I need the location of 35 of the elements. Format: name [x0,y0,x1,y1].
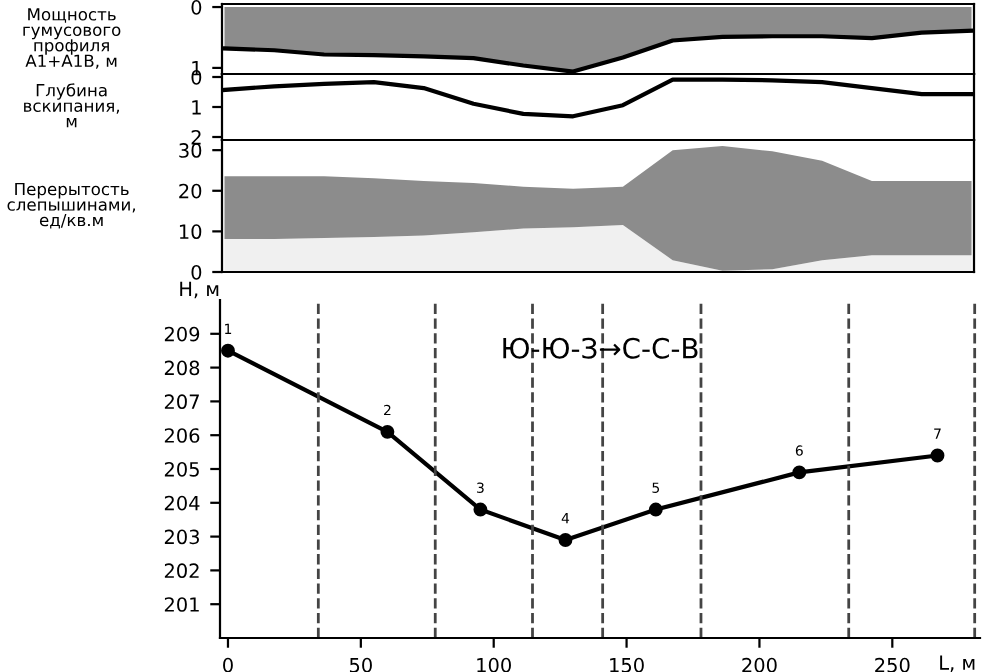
y-axis-title: Мощность гумусового профиля А1+А1В, м [23,8,121,69]
y-tick-label: 0 [191,0,202,15]
y-tick-label: 204 [164,495,200,511]
y-tick-label: 201 [164,597,199,612]
y-tick-label: 20 [179,183,202,199]
y-tick-label: 10 [179,224,202,240]
y-tick-label: 2 [191,129,201,145]
point [792,465,807,480]
y-tick-label: 1 [192,100,201,115]
y-tick-label: 207 [164,394,199,410]
y-tick-label: 0 [191,264,202,280]
y-tick-label: 202 [164,563,199,579]
point [558,533,573,547]
x-tick-label: 200 [742,657,777,672]
y-tick-label: 209 [164,326,200,342]
point [380,424,395,439]
y-tick-label: 203 [164,529,199,545]
y-axis-title: H, м [180,281,219,299]
x-tick-label: 250 [875,657,910,672]
y-tick-label: 208 [164,360,200,376]
x-tick-label: 100 [477,657,511,672]
x-axis-title: L, м [940,655,975,672]
x-tick-label: 50 [349,657,372,672]
point [221,343,235,358]
annotation: Ю-Ю-З→С-С-В [503,337,698,359]
point [930,448,945,463]
y-axis-title: Глубина вскипания, м [24,83,119,128]
y-tick-label: 206 [164,428,200,443]
y-tick-label: 30 [179,143,202,158]
point [648,502,663,517]
x-tick-label: 150 [610,657,644,672]
x-tick-label: 0 [223,657,233,672]
y-axis-title: Перерытость слепышинами, ед/кв.м [7,182,135,229]
point [473,502,488,517]
y-tick-label: 205 [164,461,199,477]
